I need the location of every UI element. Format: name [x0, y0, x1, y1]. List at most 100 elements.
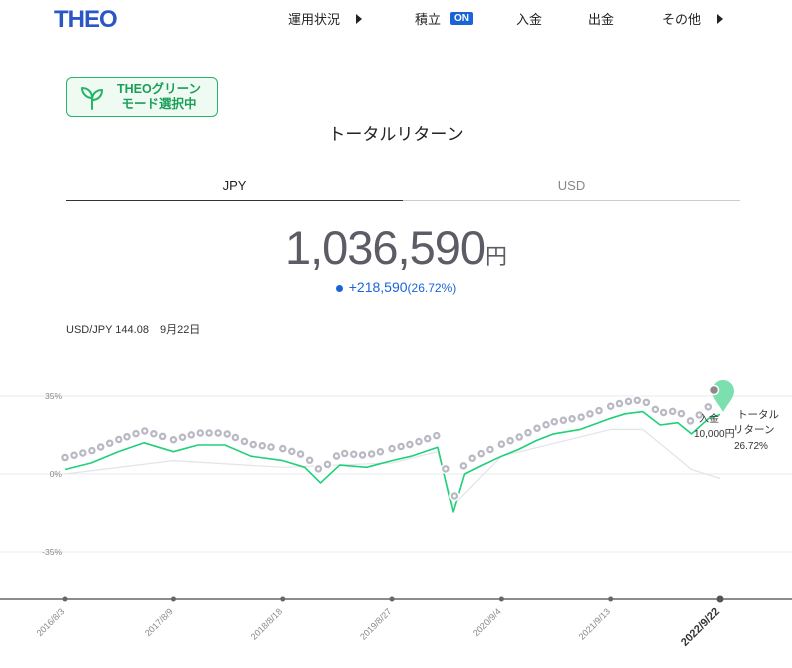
deposit-marker-icon[interactable] [466, 452, 478, 464]
deposit-marker-icon[interactable] [195, 427, 206, 439]
deposit-marker-icon[interactable] [431, 430, 443, 441]
deposit-marker-icon[interactable] [413, 436, 425, 447]
return-change: +218,590(26.72%) [0, 279, 792, 295]
deposit-marker-icon[interactable] [667, 406, 678, 417]
nav-withdraw[interactable]: 出金 [588, 9, 614, 28]
deposit-marker-icon[interactable] [531, 422, 543, 434]
deposit-marker-icon[interactable] [257, 440, 268, 452]
deposit-marker-icon[interactable] [247, 439, 259, 450]
x-tick-label: 2016/8/3 [35, 606, 67, 638]
deposit-marker-icon[interactable] [496, 438, 507, 450]
x-tick-dot [62, 596, 68, 602]
deposit-marker-icon[interactable] [339, 448, 350, 459]
tab-usd[interactable]: USD [403, 178, 740, 201]
theo-logo[interactable]: THEO [54, 6, 118, 33]
chart-series [64, 410, 721, 513]
deposit-marker-icon[interactable] [121, 431, 133, 442]
deposit-marker-icon[interactable] [522, 427, 534, 438]
deposit-marker-icon[interactable] [558, 414, 569, 426]
return-annotation-label-2: リターン [733, 424, 774, 436]
deposit-marker-icon[interactable] [130, 428, 142, 439]
deposit-marker-icon[interactable] [177, 431, 188, 443]
y-tick-label: -35% [42, 547, 62, 557]
deposit-marker-icon[interactable] [458, 460, 469, 472]
deposit-marker-icon[interactable] [357, 449, 368, 461]
x-tick-dot [608, 596, 614, 602]
deposit-annotation-label: 入金 [699, 412, 719, 425]
deposit-marker-icon[interactable] [566, 413, 578, 425]
bullet-dot-icon [335, 284, 343, 292]
deposit-marker-icon[interactable] [422, 433, 433, 444]
deposit-marker-icon[interactable] [86, 445, 98, 456]
deposit-markers[interactable] [59, 395, 714, 502]
deposit-marker-icon[interactable] [605, 401, 616, 412]
deposit-marker-icon[interactable] [513, 431, 525, 443]
deposit-marker-icon[interactable] [484, 444, 496, 455]
nav-auto-deposit[interactable]: 積立 ON [415, 9, 474, 28]
deposit-marker-icon[interactable] [59, 452, 71, 463]
deposit-marker-icon[interactable] [623, 396, 634, 407]
x-tick-dot [498, 596, 504, 602]
deposit-marker-icon[interactable] [641, 397, 652, 408]
deposit-marker-icon[interactable] [676, 408, 687, 419]
deposit-marker-icon[interactable] [685, 415, 696, 427]
deposit-marker-icon[interactable] [304, 454, 315, 466]
nav-deposit[interactable]: 入金 [516, 9, 542, 28]
deposit-marker-icon[interactable] [549, 416, 560, 427]
deposit-marker-icon[interactable] [404, 439, 416, 450]
x-tick-dot [716, 595, 724, 603]
deposit-marker-icon[interactable] [230, 432, 241, 443]
deposit-marker-icon[interactable] [77, 447, 89, 459]
deposit-marker-icon[interactable] [95, 441, 106, 453]
deposit-marker-icon[interactable] [375, 446, 386, 457]
deposit-marker-icon[interactable] [440, 463, 452, 475]
deposit-marker-icon[interactable] [504, 435, 516, 446]
deposit-marker-icon[interactable] [68, 449, 80, 461]
deposit-marker-icon[interactable] [593, 405, 605, 416]
deposit-marker-icon[interactable] [212, 427, 224, 439]
deposit-marker-icon[interactable] [632, 395, 643, 406]
deposit-marker-icon[interactable] [693, 409, 705, 421]
x-tick-label: 2018/8/18 [249, 606, 284, 641]
current-point-pin-icon[interactable] [712, 380, 734, 412]
x-tick-label: 2021/9/13 [577, 606, 612, 641]
deposit-marker-icon[interactable] [203, 427, 215, 439]
deposit-marker-icon[interactable] [703, 401, 714, 413]
deposit-marker-icon[interactable] [658, 407, 669, 418]
deposit-marker-icon[interactable] [386, 443, 398, 454]
deposit-marker-icon[interactable] [575, 411, 587, 423]
chart-annotations: 入金 10,000円 トータル リターン 26.72% [694, 380, 779, 452]
current-point-dot [708, 384, 720, 396]
deposit-marker-icon[interactable] [584, 408, 596, 420]
deposit-marker-icon[interactable] [313, 463, 324, 475]
nav-other[interactable]: その他 [662, 9, 724, 28]
deposit-marker-icon[interactable] [449, 490, 460, 502]
deposit-marker-icon[interactable] [277, 443, 288, 454]
deposit-marker-icon[interactable] [157, 431, 168, 442]
deposit-marker-icon[interactable] [265, 441, 277, 453]
deposit-marker-icon[interactable] [239, 436, 250, 447]
deposit-marker-icon[interactable] [295, 448, 306, 460]
x-tick-label: 2019/8/27 [358, 606, 393, 641]
deposit-marker-icon[interactable] [348, 448, 360, 460]
deposit-marker-icon[interactable] [322, 459, 333, 470]
deposit-marker-icon[interactable] [168, 434, 179, 445]
deposit-annotation-amount: 10,000円 [694, 429, 735, 440]
nav-portfolio-status[interactable]: 運用状況 [288, 9, 363, 28]
green-mode-badge[interactable]: THEOグリーン モード選択中 [66, 77, 218, 117]
deposit-marker-icon[interactable] [139, 425, 151, 437]
deposit-marker-icon[interactable] [186, 429, 197, 441]
deposit-marker-icon[interactable] [104, 437, 115, 449]
y-tick-label: 0% [50, 469, 63, 479]
deposit-marker-icon[interactable] [366, 448, 377, 460]
tab-jpy[interactable]: JPY [66, 178, 403, 201]
deposit-marker-icon[interactable] [395, 441, 407, 452]
deposit-marker-icon[interactable] [614, 398, 625, 409]
deposit-marker-icon[interactable] [148, 428, 160, 439]
total-amount-value: 1,036,590 [284, 221, 486, 274]
x-tick-label: 2017/8/9 [143, 606, 175, 638]
x-tick-dot [280, 596, 286, 602]
return-chart[interactable]: 35% 0% -35% 2016/8/3 2017/8/9 2018/8/18 2019/… [0, 370, 792, 668]
deposit-marker-icon[interactable] [286, 446, 298, 457]
deposit-marker-icon[interactable] [475, 448, 487, 459]
